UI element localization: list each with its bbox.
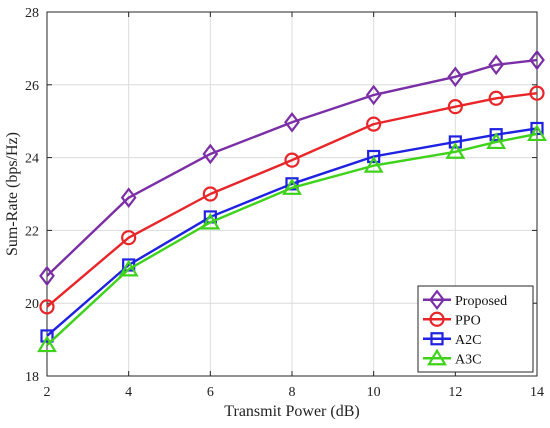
legend: Proposed PPO A2C A3C	[417, 285, 534, 373]
legend-marker	[427, 348, 447, 366]
data-point-ppo	[39, 299, 55, 315]
y-tick-label: 26	[25, 79, 39, 94]
x-tick-label: 6	[207, 385, 214, 400]
legend-marker	[429, 311, 445, 327]
series-a3c	[37, 124, 547, 353]
legend-item-a3c: A3C	[423, 348, 481, 367]
data-point-a3c	[445, 142, 466, 159]
data-point-a3c	[527, 124, 547, 142]
legend-item-a2c: A2C	[423, 332, 481, 348]
data-point-ppo	[284, 152, 300, 168]
data-point-a3c	[37, 335, 57, 353]
data-point-ppo	[202, 186, 218, 202]
x-tick-label: 12	[448, 385, 462, 400]
series-ppo	[39, 85, 545, 315]
data-point-ppo	[447, 99, 463, 115]
data-point-a3c	[282, 178, 302, 195]
series-proposed	[39, 49, 545, 287]
series-line-a2c	[46, 127, 538, 337]
data-point-proposed	[202, 143, 219, 165]
x-tick-label: 2	[44, 385, 51, 400]
legend-label: A2C	[455, 333, 481, 348]
legend-label: A3C	[455, 352, 481, 367]
data-point-a3c	[118, 259, 139, 277]
data-point-ppo	[529, 85, 545, 101]
data-point-proposed	[447, 66, 464, 88]
y-tick-label: 18	[25, 370, 39, 385]
x-tick-label: 8	[289, 385, 296, 400]
data-point-a3c	[200, 212, 221, 230]
legend-item-proposed: Proposed	[423, 289, 507, 311]
y-tick-label: 24	[25, 152, 39, 167]
data-point-proposed	[529, 49, 545, 71]
data-point-proposed	[488, 54, 505, 76]
data-point-a2c	[367, 149, 381, 164]
data-point-proposed	[39, 265, 55, 287]
data-point-a3c	[486, 132, 507, 150]
y-axis-label: Sum-Rate (bps/Hz)	[4, 132, 21, 256]
data-point-proposed	[284, 111, 300, 133]
legend-label: PPO	[455, 313, 481, 328]
data-point-a2c	[448, 135, 462, 149]
y-tick-label: 28	[25, 6, 39, 21]
x-tick-label: 4	[125, 385, 132, 400]
x-tick-label: 14	[530, 385, 544, 400]
legend-marker	[429, 289, 445, 311]
series-line-proposed	[46, 58, 538, 277]
series-line-a3c	[46, 132, 538, 346]
legend-marker	[430, 332, 444, 346]
x-axis-label: Transmit Power (dB)	[224, 403, 359, 420]
y-tick-label: 20	[25, 297, 39, 312]
legend-item-ppo: PPO	[423, 311, 481, 328]
data-point-a2c	[489, 128, 503, 142]
data-point-proposed	[365, 84, 382, 106]
data-point-ppo	[488, 90, 504, 106]
data-point-a3c	[363, 155, 384, 173]
y-tick-label: 22	[25, 224, 39, 239]
data-point-a2c	[40, 329, 54, 343]
series-layer	[37, 49, 547, 353]
x-tick-label: 10	[367, 385, 381, 400]
data-point-proposed	[120, 187, 137, 208]
legend-label: Proposed	[455, 294, 507, 309]
data-point-ppo	[366, 116, 382, 132]
data-point-ppo	[121, 230, 137, 246]
